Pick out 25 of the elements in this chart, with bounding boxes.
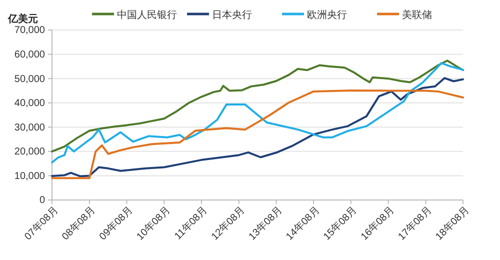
x-tick-label: 11年08月 xyxy=(172,204,210,242)
x-tick-label: 15年08月 xyxy=(321,204,360,243)
y-tick-label: 30,000 xyxy=(14,122,46,134)
x-tick-label: 07年08月 xyxy=(22,204,60,243)
y-tick-label: 50,000 xyxy=(14,74,46,85)
x-tick-label: 16年08月 xyxy=(358,204,397,243)
x-tick-label: 14年08月 xyxy=(284,204,322,243)
legend-label: 日本央行 xyxy=(212,9,252,21)
x-tick-label: 12年08月 xyxy=(209,204,248,243)
x-tick-label: 08年08月 xyxy=(60,204,98,243)
y-tick-label: 0 xyxy=(39,195,46,206)
x-tick-label: 10年08月 xyxy=(134,204,173,243)
y-tick-label: 10,000 xyxy=(14,170,46,182)
x-tick-label: 13年08月 xyxy=(246,204,285,243)
legend-label: 欧洲央行 xyxy=(307,9,347,21)
legend-label: 中国人民银行 xyxy=(117,9,177,21)
x-tick-label: 09年08月 xyxy=(96,204,136,243)
x-tick-label: 18年08月 xyxy=(433,204,472,243)
legend-label: 美联储 xyxy=(402,9,432,21)
y-tick-label: 70,000 xyxy=(14,25,46,36)
y-tick-label: 40,000 xyxy=(14,98,46,110)
y-tick-label: 20,000 xyxy=(14,146,46,158)
y-axis-title: 亿美元 xyxy=(7,13,38,25)
y-tick-label: 60,000 xyxy=(14,49,46,60)
x-tick-label: 17年08月 xyxy=(396,204,434,243)
